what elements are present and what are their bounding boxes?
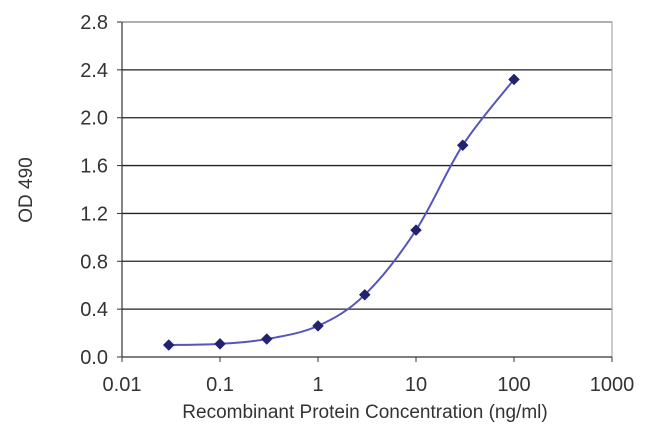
data-point	[162, 339, 175, 351]
data-point	[358, 288, 371, 301]
series	[162, 73, 520, 351]
series-line	[168, 78, 515, 347]
y-axis-label: OD 490	[16, 157, 37, 222]
x-tick-label: 10	[405, 374, 427, 396]
y-tick-label: 2.8	[80, 12, 108, 34]
grid	[122, 21, 612, 310]
data-point	[260, 333, 273, 345]
x-tick-label: 0.01	[103, 374, 142, 396]
x-tick-label: 100	[497, 374, 530, 396]
y-tick-label: 0.0	[80, 347, 108, 369]
data-point	[410, 224, 422, 237]
y-tick-labels: 0.0 0.4 0.8 1.2 1.6 2.0 2.4 2.8	[80, 12, 108, 369]
y-tick-label: 1.6	[80, 156, 108, 178]
y-tick-label: 2.0	[80, 108, 108, 130]
x-tick-label: 1	[312, 374, 323, 396]
x-axis-label: Recombinant Protein Concentration (ng/ml…	[182, 402, 547, 423]
y-tick-label: 0.8	[80, 251, 108, 273]
y-tick-label: 1.2	[80, 203, 108, 225]
x-tick-label: 1000	[590, 374, 635, 396]
data-point	[312, 320, 324, 332]
x-tick-labels: 0.01 0.1 1 10 100 1000	[103, 374, 635, 396]
plot-frame	[121, 21, 613, 358]
x-tick-label: 0.1	[206, 374, 234, 396]
axes	[117, 21, 613, 362]
y-tick-label: 0.4	[80, 299, 108, 321]
data-point	[456, 139, 469, 152]
y-tick-label: 2.4	[80, 60, 108, 82]
data-point	[508, 73, 520, 86]
data-point	[214, 337, 226, 350]
